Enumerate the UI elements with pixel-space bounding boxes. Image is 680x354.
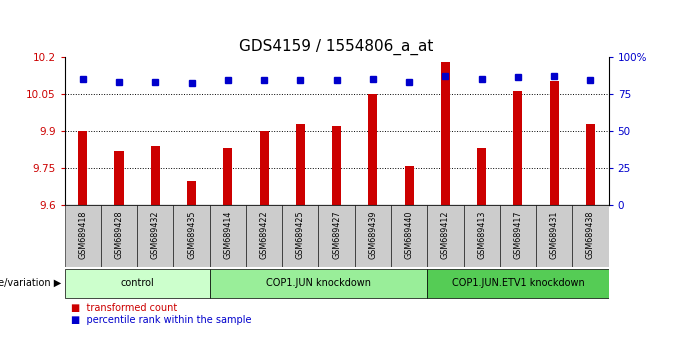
Text: control: control (120, 278, 154, 288)
Bar (246, 205, 282, 267)
Bar (101, 205, 137, 267)
Bar (586, 124, 595, 205)
Text: GSM689435: GSM689435 (187, 210, 196, 259)
Bar (391, 205, 427, 267)
Text: GSM689431: GSM689431 (549, 210, 559, 259)
Text: GSM689418: GSM689418 (78, 210, 87, 259)
Bar (427, 269, 609, 297)
Bar (187, 181, 196, 205)
Bar (114, 151, 124, 205)
Text: genotype/variation ▶: genotype/variation ▶ (0, 278, 61, 288)
Bar (405, 166, 413, 205)
Bar (282, 205, 318, 267)
Bar (209, 205, 246, 267)
Text: GSM689439: GSM689439 (369, 210, 377, 259)
Bar (549, 81, 559, 205)
Title: GDS4159 / 1554806_a_at: GDS4159 / 1554806_a_at (239, 39, 434, 55)
Bar (318, 205, 355, 267)
Text: GSM689412: GSM689412 (441, 210, 450, 259)
Bar (65, 269, 209, 297)
Text: GSM689413: GSM689413 (477, 210, 486, 259)
Bar (296, 124, 305, 205)
Text: GSM689422: GSM689422 (260, 210, 269, 259)
Bar (137, 205, 173, 267)
Text: COP1.JUN.ETV1 knockdown: COP1.JUN.ETV1 knockdown (452, 278, 584, 288)
Text: ■  transformed count: ■ transformed count (71, 303, 177, 313)
Bar (573, 205, 609, 267)
Bar (223, 148, 233, 205)
Bar (355, 205, 391, 267)
Text: GSM689428: GSM689428 (114, 210, 124, 259)
Text: GSM689427: GSM689427 (332, 210, 341, 259)
Bar (173, 205, 209, 267)
Bar (427, 205, 464, 267)
Bar (151, 146, 160, 205)
Bar (536, 205, 573, 267)
Text: GSM689414: GSM689414 (223, 210, 233, 259)
Bar (209, 269, 427, 297)
Text: GSM689432: GSM689432 (151, 210, 160, 259)
Bar (260, 131, 269, 205)
Bar (369, 94, 377, 205)
Bar (441, 62, 450, 205)
Text: GSM689417: GSM689417 (513, 210, 522, 259)
Bar (332, 126, 341, 205)
Text: ■  percentile rank within the sample: ■ percentile rank within the sample (71, 315, 252, 325)
Bar (464, 205, 500, 267)
Text: GSM689425: GSM689425 (296, 210, 305, 259)
Text: GSM689438: GSM689438 (586, 210, 595, 259)
Bar (513, 91, 522, 205)
Bar (78, 131, 87, 205)
Bar (477, 148, 486, 205)
Text: COP1.JUN knockdown: COP1.JUN knockdown (266, 278, 371, 288)
Bar (65, 205, 101, 267)
Bar (500, 205, 536, 267)
Text: GSM689440: GSM689440 (405, 210, 413, 259)
